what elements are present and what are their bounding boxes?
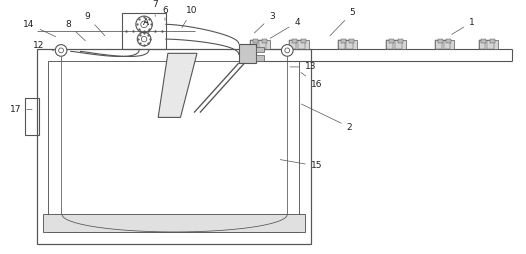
- Bar: [250, 40, 257, 50]
- Bar: [487, 40, 494, 50]
- Bar: [37, 50, 310, 244]
- Circle shape: [281, 45, 293, 56]
- Polygon shape: [158, 53, 197, 117]
- Bar: [481, 39, 486, 43]
- Bar: [239, 44, 256, 63]
- Text: 7: 7: [153, 0, 158, 17]
- Bar: [389, 39, 394, 43]
- Text: 1: 1: [452, 18, 474, 34]
- Bar: [43, 214, 305, 232]
- Text: 15: 15: [280, 160, 322, 170]
- Bar: [250, 40, 270, 50]
- Bar: [25, 98, 39, 135]
- Bar: [48, 61, 299, 232]
- Bar: [289, 40, 296, 50]
- Bar: [347, 40, 353, 50]
- Text: 12: 12: [33, 41, 54, 51]
- Text: 10: 10: [182, 6, 198, 28]
- Bar: [447, 39, 451, 43]
- Bar: [298, 40, 305, 50]
- Bar: [479, 40, 498, 50]
- Bar: [292, 39, 297, 43]
- Bar: [254, 39, 258, 43]
- Bar: [349, 39, 354, 43]
- Text: 6: 6: [162, 6, 168, 20]
- Bar: [398, 39, 403, 43]
- Text: 8: 8: [65, 20, 85, 41]
- Bar: [435, 40, 442, 50]
- Bar: [122, 12, 166, 50]
- Bar: [338, 40, 357, 50]
- Text: 17: 17: [9, 105, 32, 114]
- Text: 4: 4: [270, 18, 300, 38]
- Bar: [443, 40, 450, 50]
- Bar: [262, 39, 267, 43]
- Bar: [301, 39, 306, 43]
- Text: 3: 3: [255, 12, 275, 33]
- Bar: [386, 40, 406, 50]
- Bar: [386, 40, 393, 50]
- Text: A: A: [143, 18, 149, 27]
- Bar: [259, 40, 266, 50]
- Bar: [490, 39, 495, 43]
- Text: 13: 13: [290, 62, 316, 71]
- Bar: [438, 39, 442, 43]
- Text: 2: 2: [301, 104, 352, 132]
- Bar: [435, 40, 454, 50]
- Bar: [256, 46, 264, 52]
- Text: 16: 16: [301, 72, 322, 89]
- Text: 5: 5: [330, 8, 355, 36]
- Bar: [395, 40, 402, 50]
- Bar: [341, 39, 346, 43]
- Bar: [479, 40, 485, 50]
- Bar: [338, 40, 345, 50]
- Bar: [256, 55, 264, 61]
- Bar: [289, 40, 309, 50]
- Text: 9: 9: [84, 12, 105, 36]
- Text: 14: 14: [23, 20, 56, 37]
- Circle shape: [55, 45, 67, 56]
